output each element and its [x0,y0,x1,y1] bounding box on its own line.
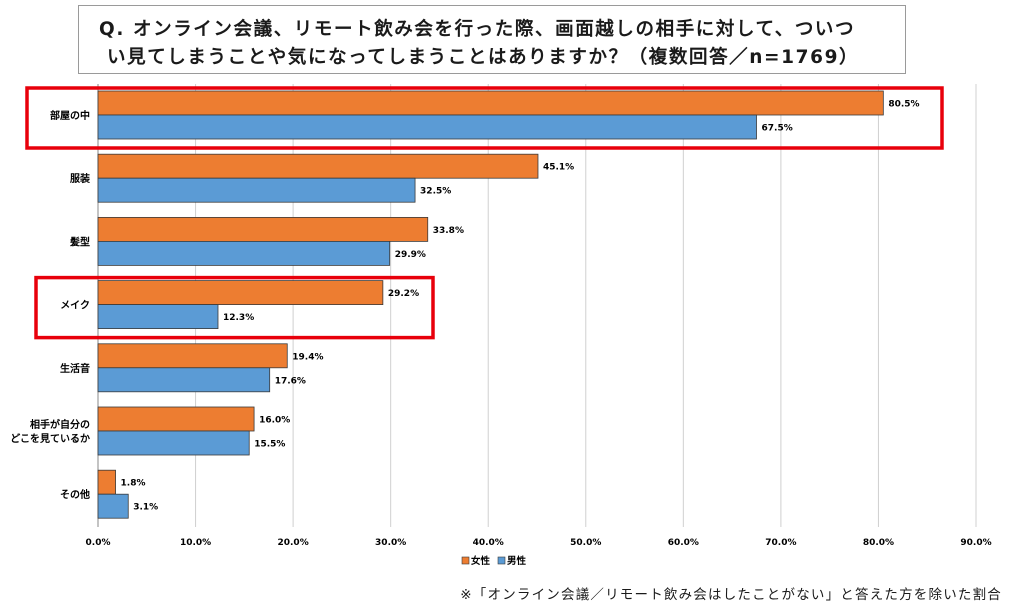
legend-swatch-male [497,556,506,565]
x-tick-label: 70.0% [765,538,796,548]
bar-male [97,240,391,266]
value-label: 67.5% [762,124,793,134]
bar-male [97,114,757,140]
value-label: 29.2% [388,289,419,299]
value-label: 29.9% [395,250,426,260]
value-label: 16.0% [259,416,290,426]
bar-female [97,280,384,306]
bar-female [97,343,288,369]
bar-female [97,216,429,242]
legend-label-female: 女性 [471,555,491,567]
x-tick-label: 60.0% [668,538,699,548]
bar-female [97,153,539,179]
highlight-box [25,86,944,150]
x-tick-label: 50.0% [570,538,601,548]
bar-female [97,469,116,495]
footnote: ※「オンライン会議／リモート飲み会はしたことがない」と答えた方を除いた割合 [460,587,1002,603]
bar-male [97,177,416,203]
x-tick-label: 80.0% [863,538,894,548]
legend-label-male: 男性 [507,555,527,567]
x-tick-label: 90.0% [960,538,991,548]
x-tick-label: 0.0% [86,538,111,548]
legend-swatch-female [461,556,470,565]
question-line-1: Q. オンライン会議、リモート飲み会を行った際、画面越しの相手に対して、ついつ [99,19,856,40]
category-label: 部屋の中 [50,109,90,122]
category-label: 服装 [70,172,90,185]
category-label: メイク [60,300,90,312]
question-box: Q. オンライン会議、リモート飲み会を行った際、画面越しの相手に対して、ついつ … [78,5,906,74]
value-label: 33.8% [433,226,464,236]
value-label: 3.1% [133,503,158,513]
value-label: 19.4% [292,352,323,362]
x-tick-label: 20.0% [277,538,308,548]
bar-male [97,367,271,393]
value-label: 1.8% [121,479,146,489]
x-tick-label: 10.0% [180,538,211,548]
category-label: その他 [60,488,90,501]
value-label: 32.5% [420,187,451,197]
bar-female [97,406,255,432]
value-label: 80.5% [888,100,919,110]
question-line-2: い見てしまうことや気になってしまうことはありますか？（複数回答／n=1769） [107,47,860,68]
bar-male [97,430,250,456]
category-label: 髪型 [69,235,90,248]
x-tick-label: 40.0% [473,538,504,548]
value-label: 17.6% [275,376,306,386]
category-label: どこを見ているか [10,432,90,445]
bar-female [97,90,884,116]
highlight-box [34,275,435,340]
category-label: 相手が自分の [30,418,90,431]
value-label: 12.3% [223,313,254,323]
value-label: 15.5% [254,440,285,450]
x-tick-label: 30.0% [375,538,406,548]
value-label: 45.1% [543,163,574,173]
bar-male [97,493,129,519]
bar-male [97,304,219,330]
category-label: 生活音 [60,362,90,375]
